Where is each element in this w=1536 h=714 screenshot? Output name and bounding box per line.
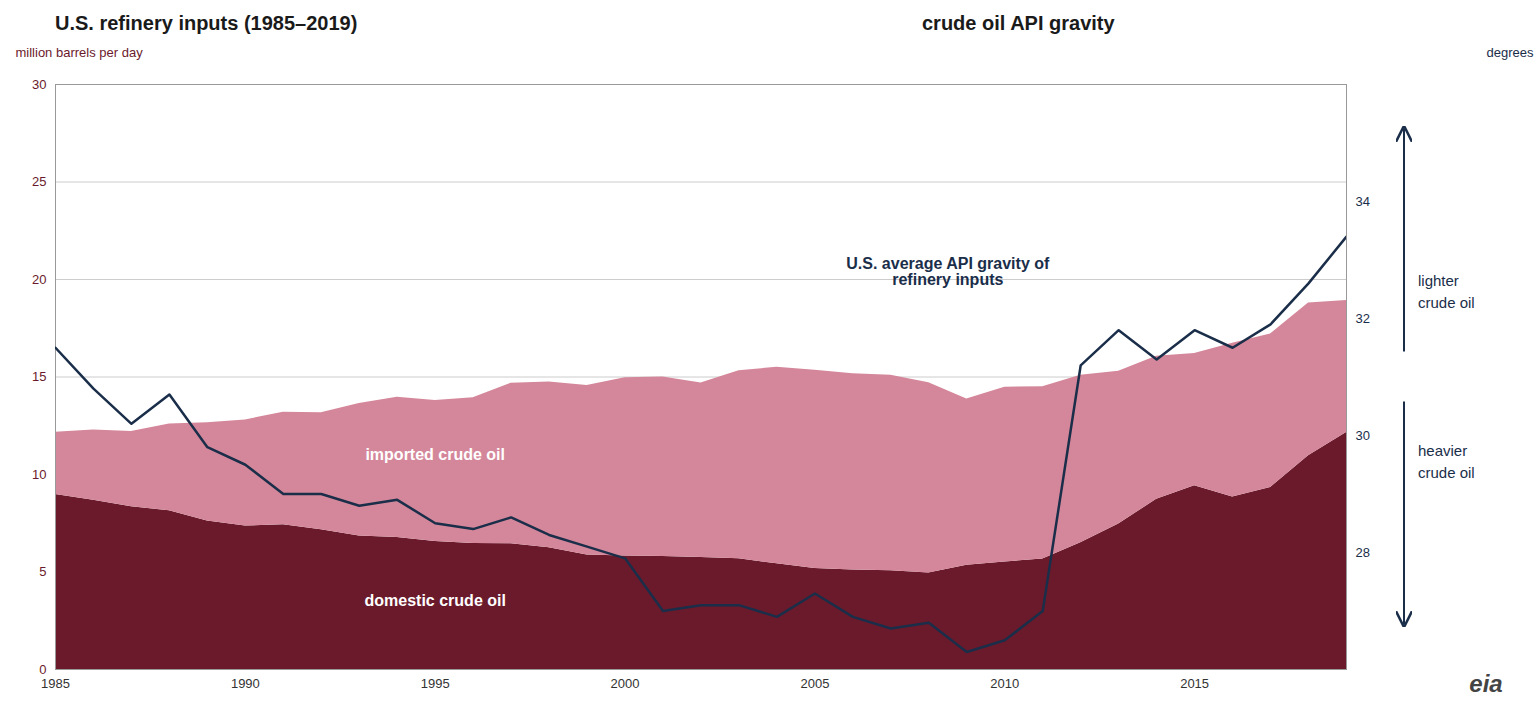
svg-text:5: 5 xyxy=(39,564,46,579)
svg-text:2015: 2015 xyxy=(1180,676,1209,691)
svg-text:20: 20 xyxy=(32,272,46,287)
html-text:U.S. refinery inputs (1985–201: U.S. refinery inputs (1985–2019) xyxy=(55,12,358,34)
svg-text:1985: 1985 xyxy=(41,676,70,691)
svg-text:heaviercrude oil: heaviercrude oil xyxy=(1418,442,1475,481)
svg-text:30: 30 xyxy=(32,77,46,92)
svg-text:28: 28 xyxy=(1356,545,1370,560)
svg-text:1990: 1990 xyxy=(231,676,260,691)
svg-text:2000: 2000 xyxy=(611,676,640,691)
svg-text:domestic crude oil: domestic crude oil xyxy=(365,592,506,609)
svg-text:32: 32 xyxy=(1356,311,1370,326)
svg-text:2005: 2005 xyxy=(800,676,829,691)
svg-text:imported crude oil: imported crude oil xyxy=(365,446,505,463)
svg-text:U.S. average API gravity ofref: U.S. average API gravity ofrefinery inpu… xyxy=(846,255,1050,288)
svg-text:0: 0 xyxy=(39,662,46,677)
svg-text:degrees: degrees xyxy=(1487,45,1534,60)
svg-text:1995: 1995 xyxy=(421,676,450,691)
svg-text:25: 25 xyxy=(32,174,46,189)
svg-text:34: 34 xyxy=(1356,194,1370,209)
svg-text:million barrels per day: million barrels per day xyxy=(16,45,144,60)
svg-text:30: 30 xyxy=(1356,428,1370,443)
svg-text:15: 15 xyxy=(32,369,46,384)
svg-text:2010: 2010 xyxy=(990,676,1019,691)
svg-text:10: 10 xyxy=(32,467,46,482)
svg-text:eia: eia xyxy=(1469,670,1502,697)
html-text:crude oil API gravity: crude oil API gravity xyxy=(922,12,1115,34)
svg-text:lightercrude oil: lightercrude oil xyxy=(1418,272,1475,311)
